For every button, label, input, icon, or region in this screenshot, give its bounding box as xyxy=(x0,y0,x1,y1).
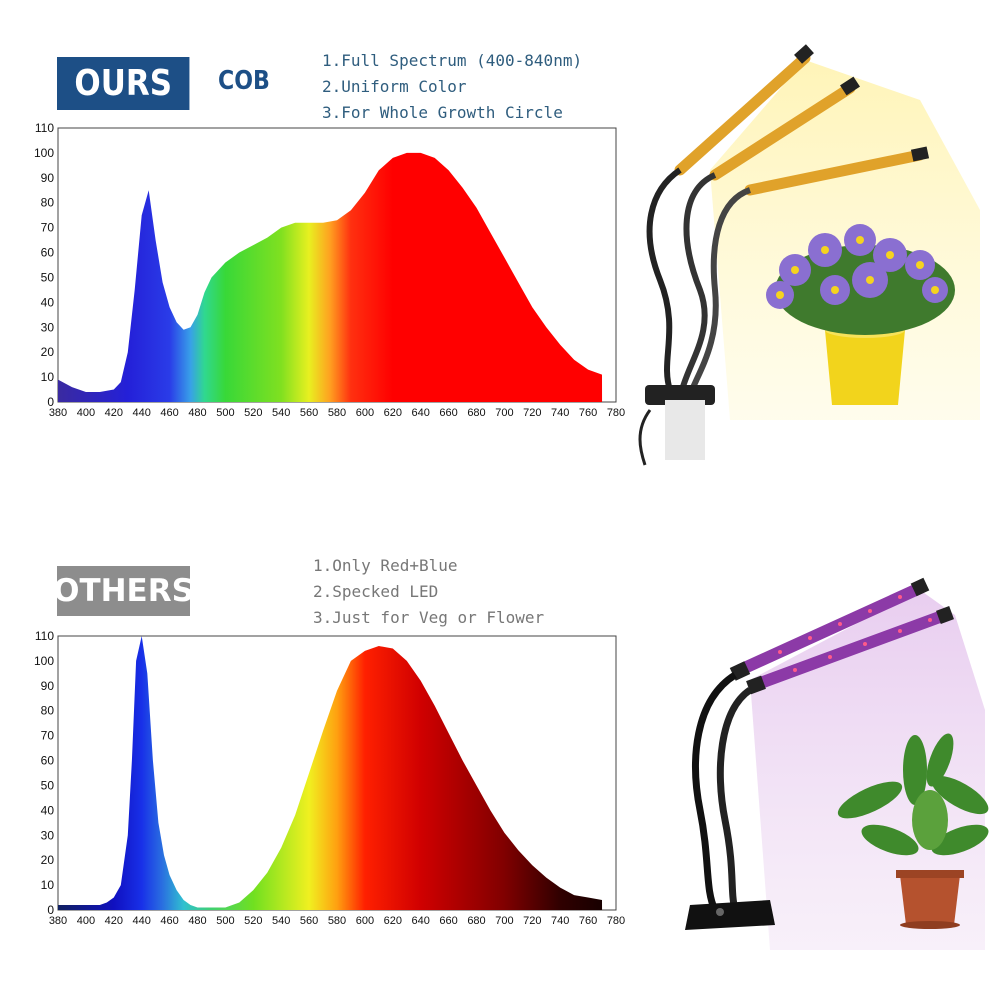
gooseneck-3 xyxy=(689,187,752,392)
x-tick-label: 700 xyxy=(495,915,513,927)
red-blue-grow-lamp-image xyxy=(685,577,989,950)
spectrum-area xyxy=(58,152,603,402)
y-tick-label: 40 xyxy=(41,803,55,817)
x-tick-label: 740 xyxy=(551,407,569,419)
x-tick-label: 400 xyxy=(77,407,95,419)
ours-spectrum-chart: 0 10 20 30 40 50 60 70 80 90 100 110 380 400 420 440 460… xyxy=(34,121,625,419)
x-tick-label: 580 xyxy=(328,407,346,419)
x-tick-label: 380 xyxy=(49,407,67,419)
ours-feature-3: 3.For Whole Growth Circle xyxy=(322,103,563,122)
x-tick-label: 400 xyxy=(77,915,95,927)
y-tick-label: 90 xyxy=(41,679,55,693)
y-tick-label: 30 xyxy=(41,828,55,842)
others-feature-list: 1.Only Red+Blue 2.Specked LED 3.Just for… xyxy=(313,553,544,631)
y-tick-label: 10 xyxy=(41,878,55,892)
y-tick-label: 90 xyxy=(41,171,55,185)
led-bar-1 xyxy=(729,577,930,681)
ours-feature-2: 2.Uniform Color xyxy=(322,77,467,96)
others-feature-2: 2.Specked LED xyxy=(313,582,439,601)
x-tick-label: 380 xyxy=(49,915,67,927)
y-tick-label: 70 xyxy=(41,221,55,235)
y-tick-label: 70 xyxy=(41,729,55,743)
x-tick-label: 520 xyxy=(244,915,262,927)
y-tick-label: 110 xyxy=(35,121,54,135)
x-tick-label: 600 xyxy=(356,915,374,927)
clip-base xyxy=(685,900,775,930)
x-tick-label: 560 xyxy=(300,915,318,927)
cob-label: COB xyxy=(218,66,270,96)
x-tick-label: 760 xyxy=(579,915,597,927)
y-tick-label: 60 xyxy=(41,754,55,768)
x-tick-label: 620 xyxy=(384,407,402,419)
x-tick-label: 660 xyxy=(439,915,457,927)
x-tick-label: 460 xyxy=(160,407,178,419)
y-tick-label: 80 xyxy=(41,704,55,718)
y-tick-label: 60 xyxy=(41,246,55,260)
x-tick-label: 680 xyxy=(467,407,485,419)
y-tick-label: 100 xyxy=(34,654,54,668)
x-tick-label: 780 xyxy=(607,407,625,419)
x-tick-label: 640 xyxy=(412,407,430,419)
y-tick-label: 30 xyxy=(41,320,55,334)
x-tick-label: 500 xyxy=(216,407,234,419)
x-tick-label: 420 xyxy=(105,915,123,927)
x-tick-label: 420 xyxy=(105,407,123,419)
y-tick-label: 40 xyxy=(41,295,55,309)
others-feature-1: 1.Only Red+Blue xyxy=(313,556,458,575)
x-tick-label: 620 xyxy=(384,915,402,927)
x-tick-label: 540 xyxy=(272,407,290,419)
x-tick-label: 680 xyxy=(467,915,485,927)
gooseneck-1 xyxy=(646,167,682,391)
y-tick-label: 80 xyxy=(41,196,55,210)
ours-feature-list: 1.Full Spectrum (400-840nm) 2.Uniform Co… xyxy=(322,48,582,126)
x-tick-label: 460 xyxy=(160,915,178,927)
flower-pot-image xyxy=(766,224,955,405)
light-bar-1 xyxy=(674,44,814,176)
y-tick-label: 50 xyxy=(41,270,55,284)
x-tick-label: 520 xyxy=(244,407,262,419)
led-bar-2 xyxy=(746,606,954,695)
x-tick-label: 660 xyxy=(439,407,457,419)
y-tick-label: 20 xyxy=(41,853,55,867)
x-tick-label: 720 xyxy=(523,915,541,927)
purple-light-beam xyxy=(750,590,985,950)
gooseneck-2 xyxy=(716,687,753,911)
others-feature-3: 3.Just for Veg or Flower xyxy=(313,608,545,627)
x-tick-label: 440 xyxy=(133,407,151,419)
y-tick-label: 100 xyxy=(34,146,54,160)
x-tick-label: 780 xyxy=(607,915,625,927)
ours-badge: OURS xyxy=(57,57,190,110)
y-tick-label: 0 xyxy=(47,395,54,409)
clip-base xyxy=(638,385,715,466)
light-bar-2 xyxy=(709,76,860,181)
potted-plant-image xyxy=(837,733,989,929)
y-tick-label: 0 xyxy=(47,903,54,917)
spectrum-area xyxy=(58,636,603,910)
x-tick-label: 580 xyxy=(328,915,346,927)
light-bar-3 xyxy=(744,146,930,196)
x-tick-label: 720 xyxy=(523,407,541,419)
x-tick-label: 480 xyxy=(188,915,206,927)
y-tick-label: 10 xyxy=(41,370,55,384)
x-tick-label: 480 xyxy=(188,407,206,419)
cob-grow-lamp-image xyxy=(638,44,980,466)
x-tick-label: 540 xyxy=(272,915,290,927)
y-tick-label: 50 xyxy=(41,778,55,792)
x-tick-label: 740 xyxy=(551,915,569,927)
x-tick-label: 600 xyxy=(356,407,374,419)
y-tick-label: 110 xyxy=(35,629,54,643)
x-tick-label: 640 xyxy=(412,915,430,927)
ours-feature-1: 1.Full Spectrum (400-840nm) xyxy=(322,51,583,70)
gooseneck-2 xyxy=(679,172,717,391)
x-tick-label: 440 xyxy=(133,915,151,927)
others-badge: OTHERS xyxy=(53,566,194,616)
x-tick-label: 760 xyxy=(579,407,597,419)
y-tick-label: 20 xyxy=(41,345,55,359)
gooseneck-1 xyxy=(692,672,737,912)
x-tick-label: 560 xyxy=(300,407,318,419)
x-tick-label: 700 xyxy=(495,407,513,419)
x-tick-label: 500 xyxy=(216,915,234,927)
others-spectrum-chart: 0 10 20 30 40 50 60 70 80 90 100 110 380 400 420 440 460… xyxy=(34,629,625,927)
